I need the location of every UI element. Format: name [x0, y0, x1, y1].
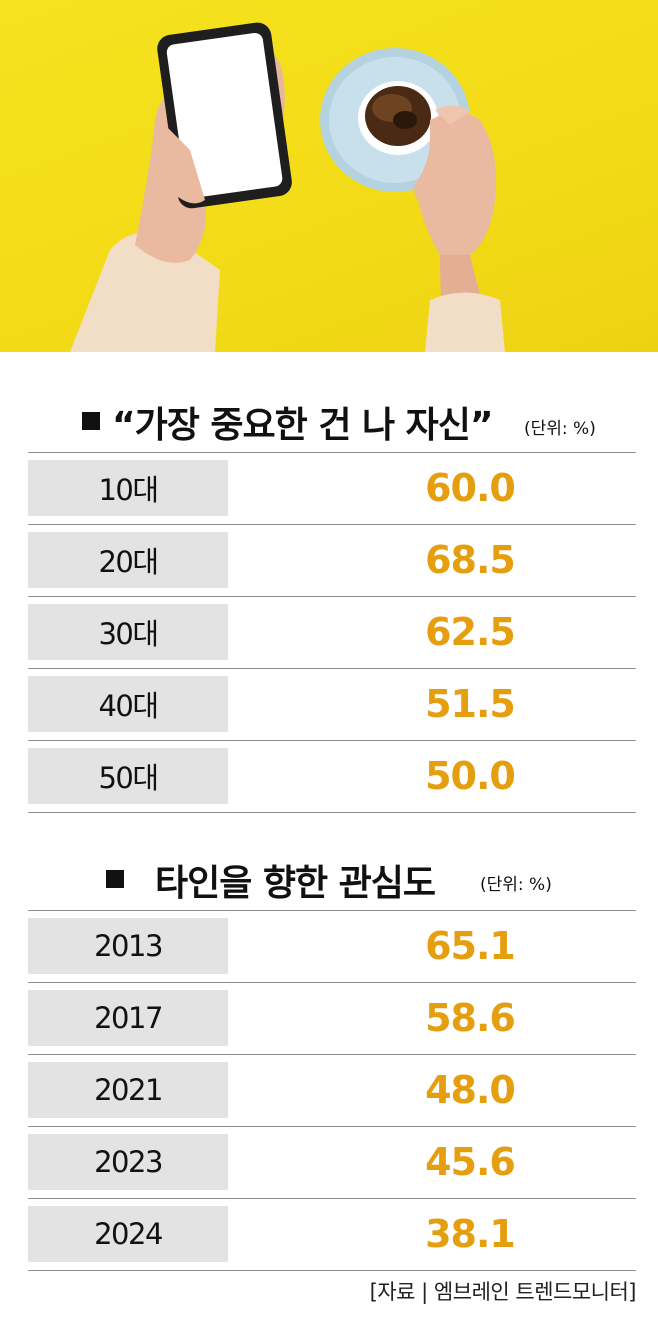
row-label: 2013 — [94, 929, 163, 963]
row-label-box: 2013 — [28, 918, 228, 974]
row-value: 65.1 — [425, 924, 516, 968]
table-row: 2013 65.1 — [0, 910, 658, 982]
row-label-box: 2021 — [28, 1062, 228, 1118]
row-label: 2024 — [94, 1217, 163, 1251]
table-rows: 10대 60.0 20대 68.5 30대 62.5 40대 51.5 50대 50.0 — [0, 452, 658, 813]
row-label: 2023 — [94, 1145, 163, 1179]
section-header: “가장 중요한 건 나 자신” (단위: %) — [0, 392, 658, 446]
row-value: 60.0 — [425, 466, 516, 510]
row-label: 10대 — [98, 473, 159, 507]
row-value: 50.0 — [425, 754, 516, 798]
table-row: 2021 48.0 — [0, 1054, 658, 1126]
right-sleeve — [425, 292, 505, 352]
row-label-box: 2024 — [28, 1206, 228, 1262]
row-divider — [28, 1198, 636, 1199]
section-unit: (단위: %) — [524, 419, 596, 439]
square-bullet-icon — [82, 412, 100, 430]
table-bottom-rule — [28, 812, 636, 813]
row-label-box: 50대 — [28, 748, 228, 804]
row-value: 48.0 — [425, 1068, 516, 1112]
row-divider — [28, 1054, 636, 1055]
table-rows: 2013 65.1 2017 58.6 2021 48.0 2023 45.6 2024 38.1 — [0, 910, 658, 1271]
row-label-box: 20대 — [28, 532, 228, 588]
row-value: 68.5 — [425, 538, 516, 582]
row-divider — [28, 1126, 636, 1127]
source-note: [자료 | 엠브레인 트렌드모니터] — [369, 1280, 637, 1304]
row-divider — [28, 452, 636, 453]
row-label: 50대 — [98, 761, 159, 795]
section-title: “가장 중요한 건 나 자신” — [112, 405, 494, 446]
header-photo — [0, 0, 658, 352]
table-row: 2024 38.1 — [0, 1198, 658, 1270]
square-bullet-icon — [106, 870, 124, 888]
row-divider — [28, 982, 636, 983]
row-label: 40대 — [98, 689, 159, 723]
section-header: 타인을 향한 관심도 (단위: %) — [0, 852, 658, 904]
row-label-box: 10대 — [28, 460, 228, 516]
section-title: 타인을 향한 관심도 — [155, 863, 436, 904]
coffee-cup-icon — [320, 48, 470, 192]
section-unit: (단위: %) — [480, 875, 552, 895]
photo-illustration — [70, 22, 505, 352]
table-row: 30대 62.5 — [0, 596, 658, 668]
row-value: 62.5 — [425, 610, 516, 654]
table-row: 20대 68.5 — [0, 524, 658, 596]
row-divider — [28, 740, 636, 741]
row-value: 45.6 — [425, 1140, 516, 1184]
row-label: 20대 — [98, 545, 159, 579]
row-label: 30대 — [98, 617, 159, 651]
table-bottom-rule — [28, 1270, 636, 1271]
row-value: 38.1 — [425, 1212, 516, 1256]
row-divider — [28, 910, 636, 911]
row-value: 51.5 — [425, 682, 516, 726]
table-row: 40대 51.5 — [0, 668, 658, 740]
right-hand — [414, 112, 496, 255]
row-divider — [28, 596, 636, 597]
table-row: 10대 60.0 — [0, 452, 658, 524]
table-row: 2023 45.6 — [0, 1126, 658, 1198]
row-value: 58.6 — [425, 996, 516, 1040]
row-label-box: 40대 — [28, 676, 228, 732]
row-divider — [28, 524, 636, 525]
row-label: 2021 — [94, 1073, 163, 1107]
row-label-box: 30대 — [28, 604, 228, 660]
row-divider — [28, 668, 636, 669]
table-row: 2017 58.6 — [0, 982, 658, 1054]
row-label-box: 2017 — [28, 990, 228, 1046]
table-row: 50대 50.0 — [0, 740, 658, 812]
row-label: 2017 — [94, 1001, 163, 1035]
row-label-box: 2023 — [28, 1134, 228, 1190]
